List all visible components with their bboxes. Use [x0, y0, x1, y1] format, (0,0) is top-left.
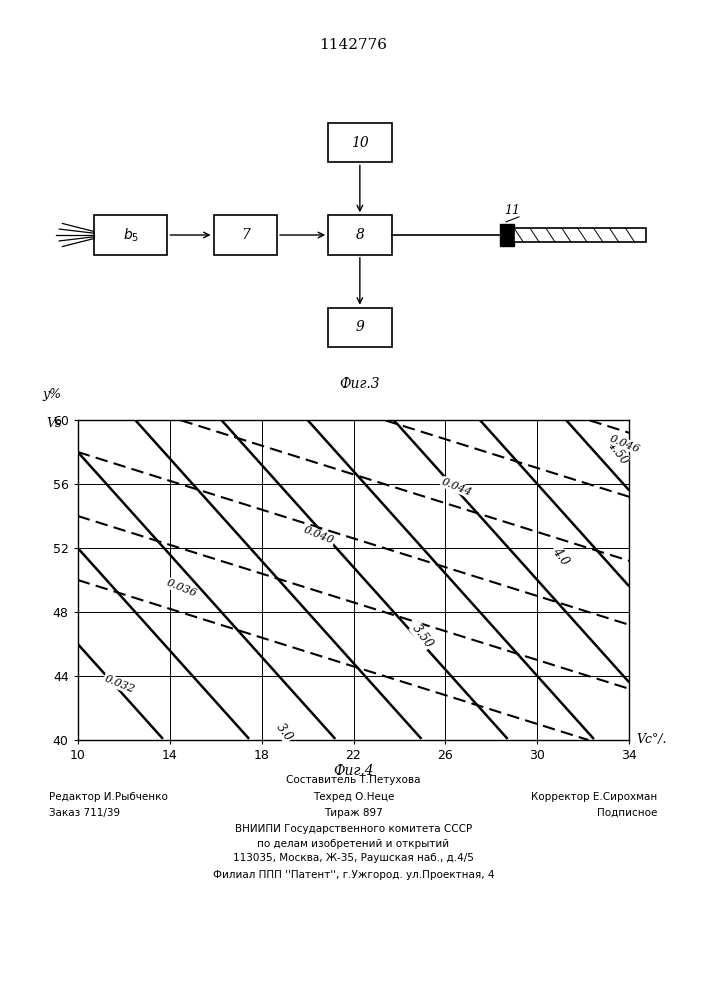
- Text: 4.50: 4.50: [604, 438, 631, 466]
- Text: Заказ 711/39: Заказ 711/39: [49, 808, 121, 818]
- Text: Редактор И.Рыбченко: Редактор И.Рыбченко: [49, 792, 168, 802]
- Bar: [214, 215, 277, 255]
- Text: Составитель Т.Петухова: Составитель Т.Петухова: [286, 775, 421, 785]
- Text: 3.0: 3.0: [274, 721, 296, 743]
- Text: Корректор Е.Сирохман: Корректор Е.Сирохман: [531, 792, 658, 802]
- Bar: [514, 228, 646, 242]
- Text: по делам изобретений и открытий: по делам изобретений и открытий: [257, 839, 450, 849]
- Text: 0.040: 0.040: [303, 525, 336, 546]
- Text: 0.036: 0.036: [165, 577, 198, 599]
- Text: y%: y%: [42, 388, 62, 401]
- Text: 0.032: 0.032: [103, 673, 136, 695]
- Text: 113035, Москва, Ж-35, Раушская наб., д.4/5: 113035, Москва, Ж-35, Раушская наб., д.4…: [233, 853, 474, 863]
- Text: 4.0: 4.0: [549, 545, 571, 567]
- Text: Vc°/.: Vc°/.: [636, 734, 667, 746]
- Text: $b_5$: $b_5$: [123, 226, 139, 244]
- Text: Тираж 897: Тираж 897: [324, 808, 383, 818]
- Bar: [94, 215, 168, 255]
- Bar: [328, 123, 392, 162]
- Text: Филиал ППП ''Патент'', г.Ужгород. ул.Проектная, 4: Филиал ППП ''Патент'', г.Ужгород. ул.Про…: [213, 870, 494, 880]
- Text: 10: 10: [351, 136, 369, 150]
- Text: Техред О.Неце: Техред О.Неце: [312, 792, 395, 802]
- Text: 0.046: 0.046: [608, 433, 641, 455]
- Text: 3.50: 3.50: [409, 622, 436, 650]
- Polygon shape: [500, 224, 514, 246]
- Text: 7: 7: [241, 228, 250, 242]
- Text: 9: 9: [356, 320, 364, 334]
- Bar: [328, 308, 392, 347]
- Text: 11: 11: [505, 204, 520, 217]
- Text: 8: 8: [356, 228, 364, 242]
- Text: 0.044: 0.044: [440, 477, 474, 498]
- Text: Подписное: Подписное: [597, 808, 658, 818]
- Text: ВНИИПИ Государственного комитета СССР: ВНИИПИ Государственного комитета СССР: [235, 824, 472, 834]
- Text: Фиг.4: Фиг.4: [333, 764, 374, 778]
- Text: Фиг.3: Фиг.3: [339, 376, 380, 390]
- Bar: [328, 215, 392, 255]
- Text: Vs: Vs: [47, 417, 62, 430]
- Text: 1142776: 1142776: [320, 38, 387, 52]
